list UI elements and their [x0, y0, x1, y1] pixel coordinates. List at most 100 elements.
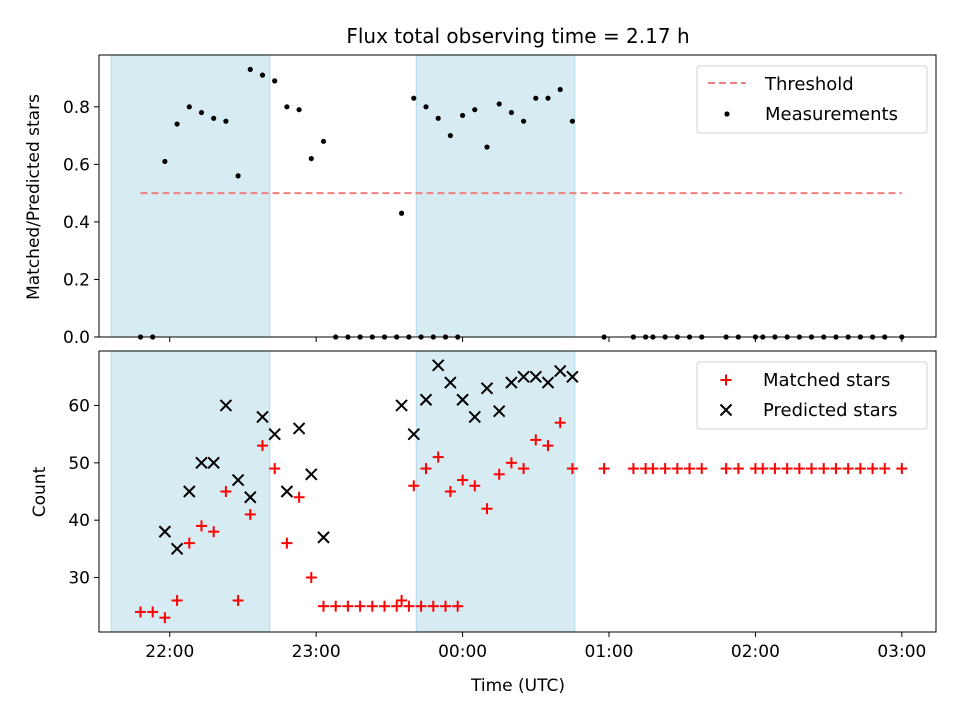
- matched-point: [854, 463, 866, 475]
- matched-point: [244, 508, 256, 520]
- top-x-ticks: [169, 337, 903, 342]
- predicted-point: [480, 382, 494, 395]
- predicted-point: [317, 531, 330, 544]
- top-axes-frame: [98, 54, 937, 338]
- matched-point: [879, 463, 891, 475]
- predicted-point: [195, 456, 208, 470]
- matched-point: [671, 463, 683, 475]
- legend-threshold-label: Threshold: [764, 74, 854, 95]
- matched-point: [342, 600, 354, 612]
- measurement-points: [137, 66, 905, 340]
- predicted-point: [468, 410, 482, 424]
- matched-point: [830, 463, 842, 475]
- predicted-point: [566, 370, 579, 384]
- measurement-point: [484, 144, 490, 150]
- measurement-point: [272, 78, 278, 84]
- matched-point: [408, 480, 420, 492]
- legend-matched-marker: [720, 374, 732, 386]
- predicted-point: [231, 473, 245, 487]
- matched-point: [469, 480, 481, 492]
- measurement-point: [411, 95, 417, 101]
- measurement-point: [198, 109, 205, 116]
- y-tick-label: 50: [68, 454, 90, 474]
- matched-point: [232, 594, 244, 606]
- matched-point: [134, 606, 146, 618]
- measurement-point: [496, 101, 502, 107]
- predicted-point: [444, 376, 457, 389]
- bottom-x-ticks: 22:00 23:00 00:00 01:00 02:00 03:00: [145, 632, 926, 662]
- matched-point: [481, 503, 493, 515]
- predicted-point: [219, 399, 233, 412]
- x-axis-label: Time (UTC): [470, 676, 565, 696]
- top-legend: Threshold Measurements: [696, 65, 928, 134]
- matched-point: [420, 463, 432, 475]
- matched-point: [542, 440, 554, 452]
- matched-point: [781, 463, 793, 475]
- predicted-point: [505, 376, 518, 389]
- top-shaded-spans: [110, 54, 576, 338]
- predicted-point: [529, 370, 543, 384]
- measurement-point: [557, 86, 563, 93]
- matched-point: [452, 600, 464, 612]
- shaded-span-2: [415, 54, 576, 338]
- matched-point: [818, 463, 830, 475]
- y-tick-label: 0.0: [63, 328, 90, 348]
- matched-point: [159, 612, 171, 624]
- y-tick-label: 0.2: [63, 270, 90, 290]
- matched-point: [757, 463, 769, 475]
- measurement-point: [398, 210, 405, 216]
- predicted-point: [292, 422, 306, 435]
- matched-points: [134, 417, 908, 624]
- legend-matched-label: Matched stars: [763, 370, 890, 391]
- predicted-point: [158, 525, 172, 538]
- predicted-point: [170, 542, 184, 556]
- matched-point: [330, 600, 342, 612]
- y-tick-label: 30: [68, 569, 90, 589]
- bottom-y-ticks: 30 40 50 60: [68, 396, 99, 589]
- measurement-point: [447, 132, 453, 139]
- x-tick-label: 22:00: [145, 642, 194, 662]
- legend-predicted-swatch: [719, 403, 733, 417]
- measurement-point: [308, 155, 314, 162]
- measurement-point: [435, 115, 441, 121]
- x-tick-label: 01:00: [585, 642, 634, 662]
- matched-point: [444, 486, 456, 497]
- legend-predicted-marker: [719, 403, 733, 417]
- predicted-point: [395, 399, 408, 412]
- top-legend-box: [696, 65, 928, 134]
- matched-point: [415, 600, 427, 612]
- measurement-point: [284, 104, 290, 110]
- matched-point: [432, 451, 444, 463]
- predicted-point: [553, 364, 567, 378]
- matched-point: [171, 594, 183, 606]
- shaded-span-1: [110, 54, 271, 338]
- predicted-point: [207, 456, 220, 470]
- measurement-point: [569, 118, 576, 124]
- measurement-point: [545, 95, 551, 101]
- matched-point: [396, 594, 408, 606]
- matched-point: [366, 600, 378, 612]
- measurement-point: [296, 107, 302, 113]
- matched-point: [379, 600, 391, 612]
- legend-predicted-label: Predicted stars: [763, 400, 897, 421]
- matched-point: [269, 463, 281, 475]
- measurement-point: [223, 118, 229, 124]
- matched-point: [659, 463, 671, 475]
- predicted-point: [492, 405, 506, 418]
- x-tick-label: 23:00: [292, 642, 341, 662]
- top-panel: 0.00.20.40.60.8 Matched/Predicted stars …: [24, 54, 937, 348]
- measurement-point: [508, 109, 514, 116]
- measurement-point: [211, 115, 217, 121]
- matched-point: [440, 600, 452, 612]
- y-tick-label: 0.4: [63, 213, 90, 233]
- matched-point: [896, 463, 908, 475]
- predicted-point: [256, 410, 269, 424]
- y-tick-label: 0.6: [63, 155, 90, 175]
- matched-point: [720, 463, 732, 475]
- legend-measurement-swatch: [724, 111, 730, 117]
- y-tick-label: 40: [68, 511, 90, 531]
- measurement-point: [320, 138, 327, 144]
- predicted-point: [431, 359, 445, 372]
- matched-point: [256, 440, 268, 452]
